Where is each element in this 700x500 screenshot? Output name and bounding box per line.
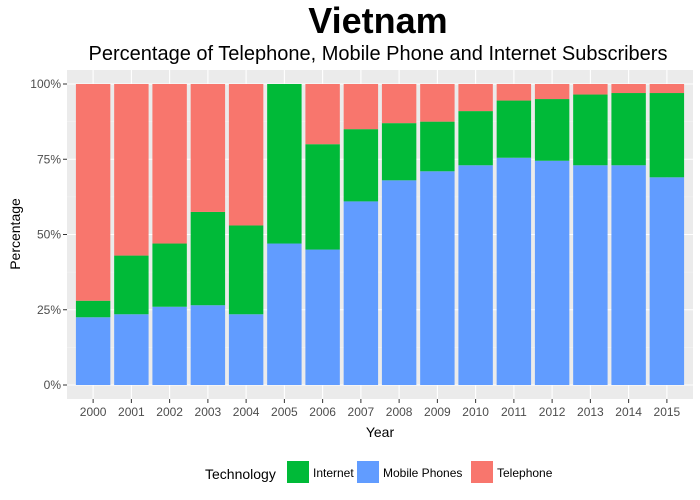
bar-segment-mobile-phones-2009 bbox=[420, 171, 455, 385]
y-tick-label: 0% bbox=[44, 378, 62, 392]
bar-segment-mobile-phones-2002 bbox=[152, 306, 187, 385]
bar-segment-telephone-2012 bbox=[534, 84, 570, 100]
bar-segment-internet-2011 bbox=[496, 100, 532, 158]
bar-segment-telephone-2008 bbox=[381, 84, 417, 124]
bar-segment-mobile-phones-2012 bbox=[534, 160, 570, 385]
bar-segment-internet-2002 bbox=[152, 243, 187, 307]
bar-segment-internet-2008 bbox=[381, 123, 417, 181]
bar-segment-mobile-phones-2008 bbox=[381, 180, 417, 385]
bar-segment-internet-2014 bbox=[611, 93, 646, 166]
bar-segment-telephone-2009 bbox=[420, 84, 455, 122]
bar-segment-mobile-phones-2013 bbox=[573, 165, 608, 385]
x-tick-label: 2012 bbox=[539, 405, 566, 419]
bar-segment-telephone-2010 bbox=[458, 84, 493, 112]
bar-segment-internet-2010 bbox=[458, 111, 493, 166]
legend-title: Technology bbox=[205, 466, 276, 482]
bar-segment-telephone-2002 bbox=[152, 84, 187, 244]
legend-swatch-internet bbox=[287, 461, 309, 483]
legend-swatch-telephone bbox=[471, 461, 493, 483]
legend: Technology Internet Mobile Phones Telephon… bbox=[205, 461, 553, 483]
x-tick-label: 2004 bbox=[233, 405, 260, 419]
x-tick-label: 2001 bbox=[118, 405, 145, 419]
x-tick-label: 2010 bbox=[462, 405, 489, 419]
bar-segment-mobile-phones-2006 bbox=[305, 249, 340, 385]
x-tick-label: 2008 bbox=[386, 405, 413, 419]
x-tick-label: 2009 bbox=[424, 405, 451, 419]
x-tick-label: 2006 bbox=[309, 405, 336, 419]
bar-segment-internet-2015 bbox=[649, 93, 685, 178]
bar-segment-internet-2003 bbox=[190, 211, 226, 306]
chart-title: Vietnam bbox=[308, 0, 447, 41]
y-axis-title: Percentage bbox=[7, 198, 23, 270]
bar-segment-telephone-2004 bbox=[228, 84, 264, 226]
bar-segment-internet-2009 bbox=[420, 121, 455, 172]
bar-segment-mobile-phones-2007 bbox=[343, 201, 379, 385]
x-tick-label: 2011 bbox=[501, 405, 527, 419]
bar-segment-internet-2006 bbox=[305, 144, 340, 250]
x-tick-label: 2003 bbox=[195, 405, 222, 419]
x-tick-label: 2007 bbox=[348, 405, 375, 419]
legend-swatch-mobile-phones bbox=[357, 461, 379, 483]
y-tick-label: 50% bbox=[37, 228, 61, 242]
x-tick-label: 2005 bbox=[271, 405, 298, 419]
bar-segment-telephone-2014 bbox=[611, 84, 646, 94]
x-tick-label: 2013 bbox=[577, 405, 604, 419]
bar-segment-internet-2004 bbox=[228, 225, 264, 315]
x-axis-title: Year bbox=[366, 424, 395, 440]
x-axis-ticks: 2000 2001 2002 2003 2004 2005 2006 2007 2008 2009… bbox=[80, 399, 681, 419]
bar-segment-internet-2012 bbox=[534, 99, 570, 161]
bar-segment-telephone-2015 bbox=[649, 84, 685, 94]
legend-label: Mobile Phones bbox=[383, 466, 462, 480]
bar-segment-internet-2005 bbox=[267, 84, 302, 244]
bar-segment-telephone-2013 bbox=[573, 84, 608, 95]
legend-label: Internet bbox=[313, 466, 354, 480]
bar-segment-mobile-phones-2010 bbox=[458, 165, 493, 385]
bar-segment-internet-2007 bbox=[343, 129, 379, 202]
x-tick-label: 2014 bbox=[615, 405, 642, 419]
bar-segment-telephone-2001 bbox=[114, 84, 149, 256]
bar-segment-mobile-phones-2004 bbox=[228, 314, 264, 385]
x-tick-label: 2000 bbox=[80, 405, 107, 419]
bar-segment-mobile-phones-2003 bbox=[190, 305, 226, 385]
bar-segment-mobile-phones-2014 bbox=[611, 165, 646, 385]
bar-segment-mobile-phones-2011 bbox=[496, 157, 532, 385]
y-tick-label: 100% bbox=[30, 77, 61, 91]
bar-segment-telephone-2003 bbox=[190, 84, 226, 212]
x-tick-label: 2015 bbox=[654, 405, 681, 419]
y-axis-ticks: 0% 25% 50% 75% 100% bbox=[30, 77, 67, 392]
x-tick-label: 2002 bbox=[156, 405, 183, 419]
bar-segment-mobile-phones-2001 bbox=[114, 314, 149, 385]
chart-subtitle: Percentage of Telephone, Mobile Phone an… bbox=[89, 43, 668, 65]
bar-segment-internet-2013 bbox=[573, 94, 608, 166]
bars bbox=[75, 84, 685, 385]
bar-segment-mobile-phones-2000 bbox=[75, 317, 111, 385]
y-tick-label: 75% bbox=[37, 152, 61, 166]
bar-segment-mobile-phones-2005 bbox=[267, 243, 302, 385]
bar-segment-telephone-2006 bbox=[305, 84, 340, 145]
y-tick-label: 25% bbox=[37, 303, 61, 317]
bar-segment-mobile-phones-2015 bbox=[649, 177, 685, 385]
bar-segment-telephone-2011 bbox=[496, 84, 532, 101]
bar-segment-telephone-2007 bbox=[343, 84, 379, 130]
bar-segment-internet-2000 bbox=[75, 300, 111, 318]
legend-label: Telephone bbox=[497, 466, 553, 480]
bar-segment-telephone-2000 bbox=[75, 84, 111, 301]
bar-segment-internet-2001 bbox=[114, 255, 149, 315]
